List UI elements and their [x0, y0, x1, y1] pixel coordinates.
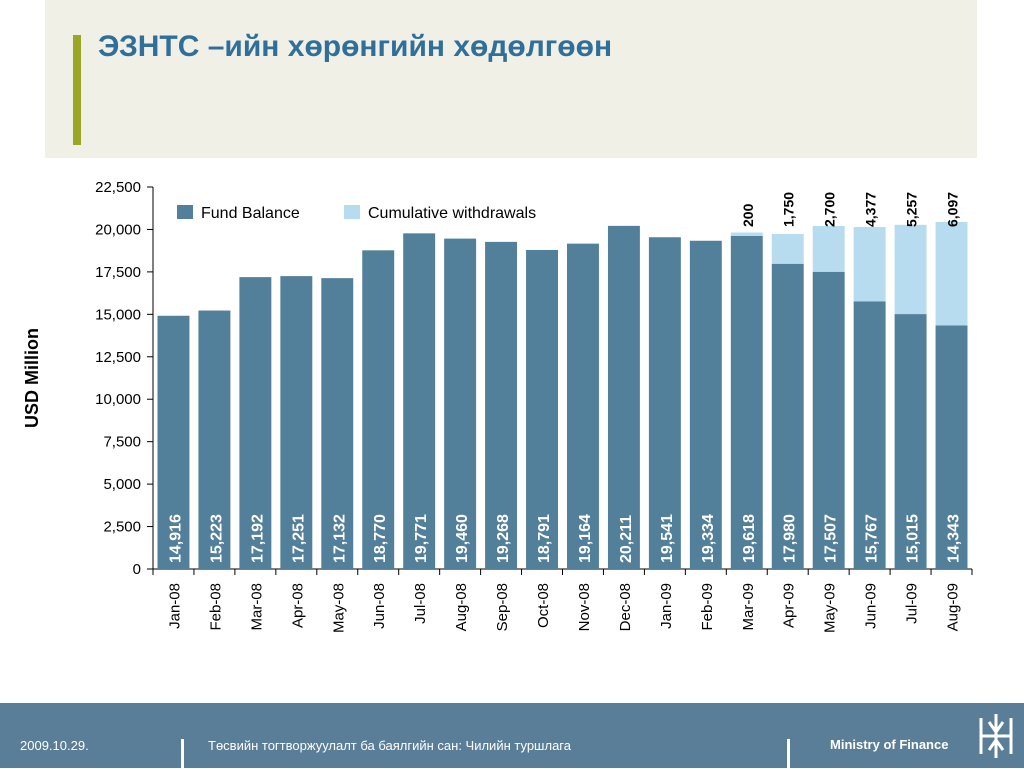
data-label-fund-balance: 17,251	[290, 514, 307, 563]
stacked-bar-chart: 0 2,500 5,000 7,500 10,000 12,500 15,000 17,500…	[22, 179, 973, 633]
data-label-fund-balance: 15,223	[208, 514, 225, 563]
y-tick-label: 10,000	[95, 391, 141, 408]
x-tick-label: Apr-08	[289, 583, 306, 628]
y-tick-label: 2,500	[103, 519, 141, 536]
x-tick-label: Jan-08	[166, 583, 183, 629]
y-tick-label: 0	[133, 561, 141, 578]
footer-presentation-title: Төсвийн тогтворжуулалт ба баялгийн сан: …	[208, 738, 571, 753]
legend-swatch-fund-balance	[177, 205, 193, 219]
chart-area: 0 2,500 5,000 7,500 10,000 12,500 15,000 17,500…	[0, 160, 1024, 700]
data-label-fund-balance: 17,192	[249, 514, 266, 563]
legend-label-cumulative-withdrawals: Cumulative withdrawals	[368, 205, 536, 222]
y-tick-label: 15,000	[95, 306, 141, 323]
data-label-cumulative-withdrawals: 200	[740, 203, 756, 227]
bar-fund-balance	[362, 250, 395, 569]
x-tick-label: Dec-08	[617, 583, 634, 631]
x-tick-label: Jul-08	[412, 583, 429, 624]
bar-fund-balance	[444, 238, 477, 570]
y-tick-label: 5,000	[103, 476, 141, 493]
bar-fund-balance	[812, 271, 845, 569]
legend-label-fund-balance: Fund Balance	[201, 205, 300, 222]
data-label-cumulative-withdrawals: 6,097	[945, 192, 961, 227]
bar-cumulative-withdrawals	[935, 221, 968, 326]
bar-fund-balance	[198, 310, 231, 569]
title-accent-bar	[73, 35, 81, 145]
slide-title: ЭЗНТС –ийн хөрөнгийн хөдөлгөөн	[98, 30, 613, 63]
data-label-cumulative-withdrawals: 5,257	[904, 192, 920, 227]
x-tick-label: Feb-08	[207, 583, 224, 631]
footer-date: 2009.10.29.	[20, 738, 89, 753]
y-tick-label: 12,500	[95, 349, 141, 366]
bar-fund-balance	[771, 263, 804, 569]
bar-fund-balance	[485, 241, 518, 569]
bar-fund-balance	[403, 233, 436, 569]
y-tick-label: 17,500	[95, 264, 141, 281]
y-tick-label: 22,500	[95, 179, 141, 196]
data-label-fund-balance: 17,507	[823, 514, 840, 563]
x-tick-label: Jun-08	[371, 583, 388, 629]
footer-separator	[181, 739, 184, 769]
y-tick-label: 7,500	[103, 434, 141, 451]
x-tick-label: Nov-08	[576, 583, 593, 631]
header-band	[45, 0, 977, 158]
data-label-fund-balance: 15,767	[864, 514, 881, 563]
x-tick-label: Mar-09	[740, 583, 757, 631]
data-label-fund-balance: 20,211	[618, 515, 635, 563]
bar-fund-balance	[894, 314, 927, 569]
bar-fund-balance	[280, 276, 313, 569]
data-label-fund-balance: 15,015	[905, 514, 922, 563]
data-label-fund-balance: 18,791	[536, 514, 553, 563]
bar-fund-balance	[321, 278, 354, 569]
x-tick-label: Mar-08	[248, 583, 265, 631]
data-label-cumulative-withdrawals: 4,377	[863, 192, 879, 227]
data-label-cumulative-withdrawals: 1,750	[781, 192, 797, 227]
bar-fund-balance	[689, 240, 722, 569]
bar-fund-balance	[853, 301, 886, 569]
data-label-fund-balance: 19,771	[413, 514, 430, 563]
data-label-cumulative-withdrawals: 2,700	[822, 192, 838, 227]
data-label-fund-balance: 19,541	[659, 514, 676, 563]
bar-fund-balance	[567, 243, 599, 569]
bar-fund-balance	[157, 315, 190, 569]
x-tick-label: Aug-08	[453, 583, 470, 631]
data-label-fund-balance: 14,916	[167, 514, 184, 563]
data-label-fund-balance: 17,980	[782, 514, 799, 563]
data-label-fund-balance: 19,164	[577, 514, 594, 563]
x-tick-label: Jun-09	[863, 583, 880, 629]
x-tick-label: Jan-09	[658, 583, 675, 629]
data-label-fund-balance: 19,460	[454, 514, 471, 563]
bar-cumulative-withdrawals	[853, 226, 886, 302]
ministry-logo-icon	[979, 714, 1013, 758]
bar-fund-balance	[648, 237, 681, 569]
bar-cumulative-withdrawals	[771, 234, 804, 264]
bar-cumulative-withdrawals	[730, 232, 763, 236]
x-tick-label: Apr-09	[781, 583, 798, 628]
x-tick-label: Aug-09	[945, 583, 962, 631]
y-tick-label: 20,000	[95, 221, 141, 238]
legend-swatch-cumulative-withdrawals	[344, 205, 360, 219]
data-label-fund-balance: 19,334	[700, 514, 717, 563]
data-label-fund-balance: 19,618	[741, 514, 758, 563]
bar-fund-balance	[607, 225, 640, 570]
x-tick-label: Sep-08	[494, 583, 511, 631]
y-axis-label: USD Million	[22, 328, 42, 428]
x-tick-label: May-08	[330, 583, 347, 633]
data-label-fund-balance: 14,343	[946, 514, 963, 563]
bar-cumulative-withdrawals	[812, 225, 845, 272]
bar-fund-balance	[239, 277, 272, 569]
data-label-fund-balance: 18,770	[372, 514, 389, 563]
data-label-fund-balance: 17,132	[331, 514, 348, 563]
data-label-fund-balance: 19,268	[495, 514, 512, 563]
x-tick-label: Oct-08	[535, 583, 552, 628]
x-tick-label: May-09	[822, 583, 839, 633]
x-tick-label: Feb-09	[699, 583, 716, 631]
x-tick-label: Jul-09	[904, 583, 921, 624]
bar-cumulative-withdrawals	[894, 224, 927, 315]
footer: 2009.10.29. Төсвийн тогтворжуулалт ба ба…	[0, 703, 1024, 769]
bar-fund-balance	[935, 325, 968, 569]
footer-ministry-name: Ministry of Finance	[830, 737, 949, 752]
bar-fund-balance	[730, 235, 763, 569]
bar-fund-balance	[526, 249, 558, 569]
footer-separator	[787, 739, 790, 769]
